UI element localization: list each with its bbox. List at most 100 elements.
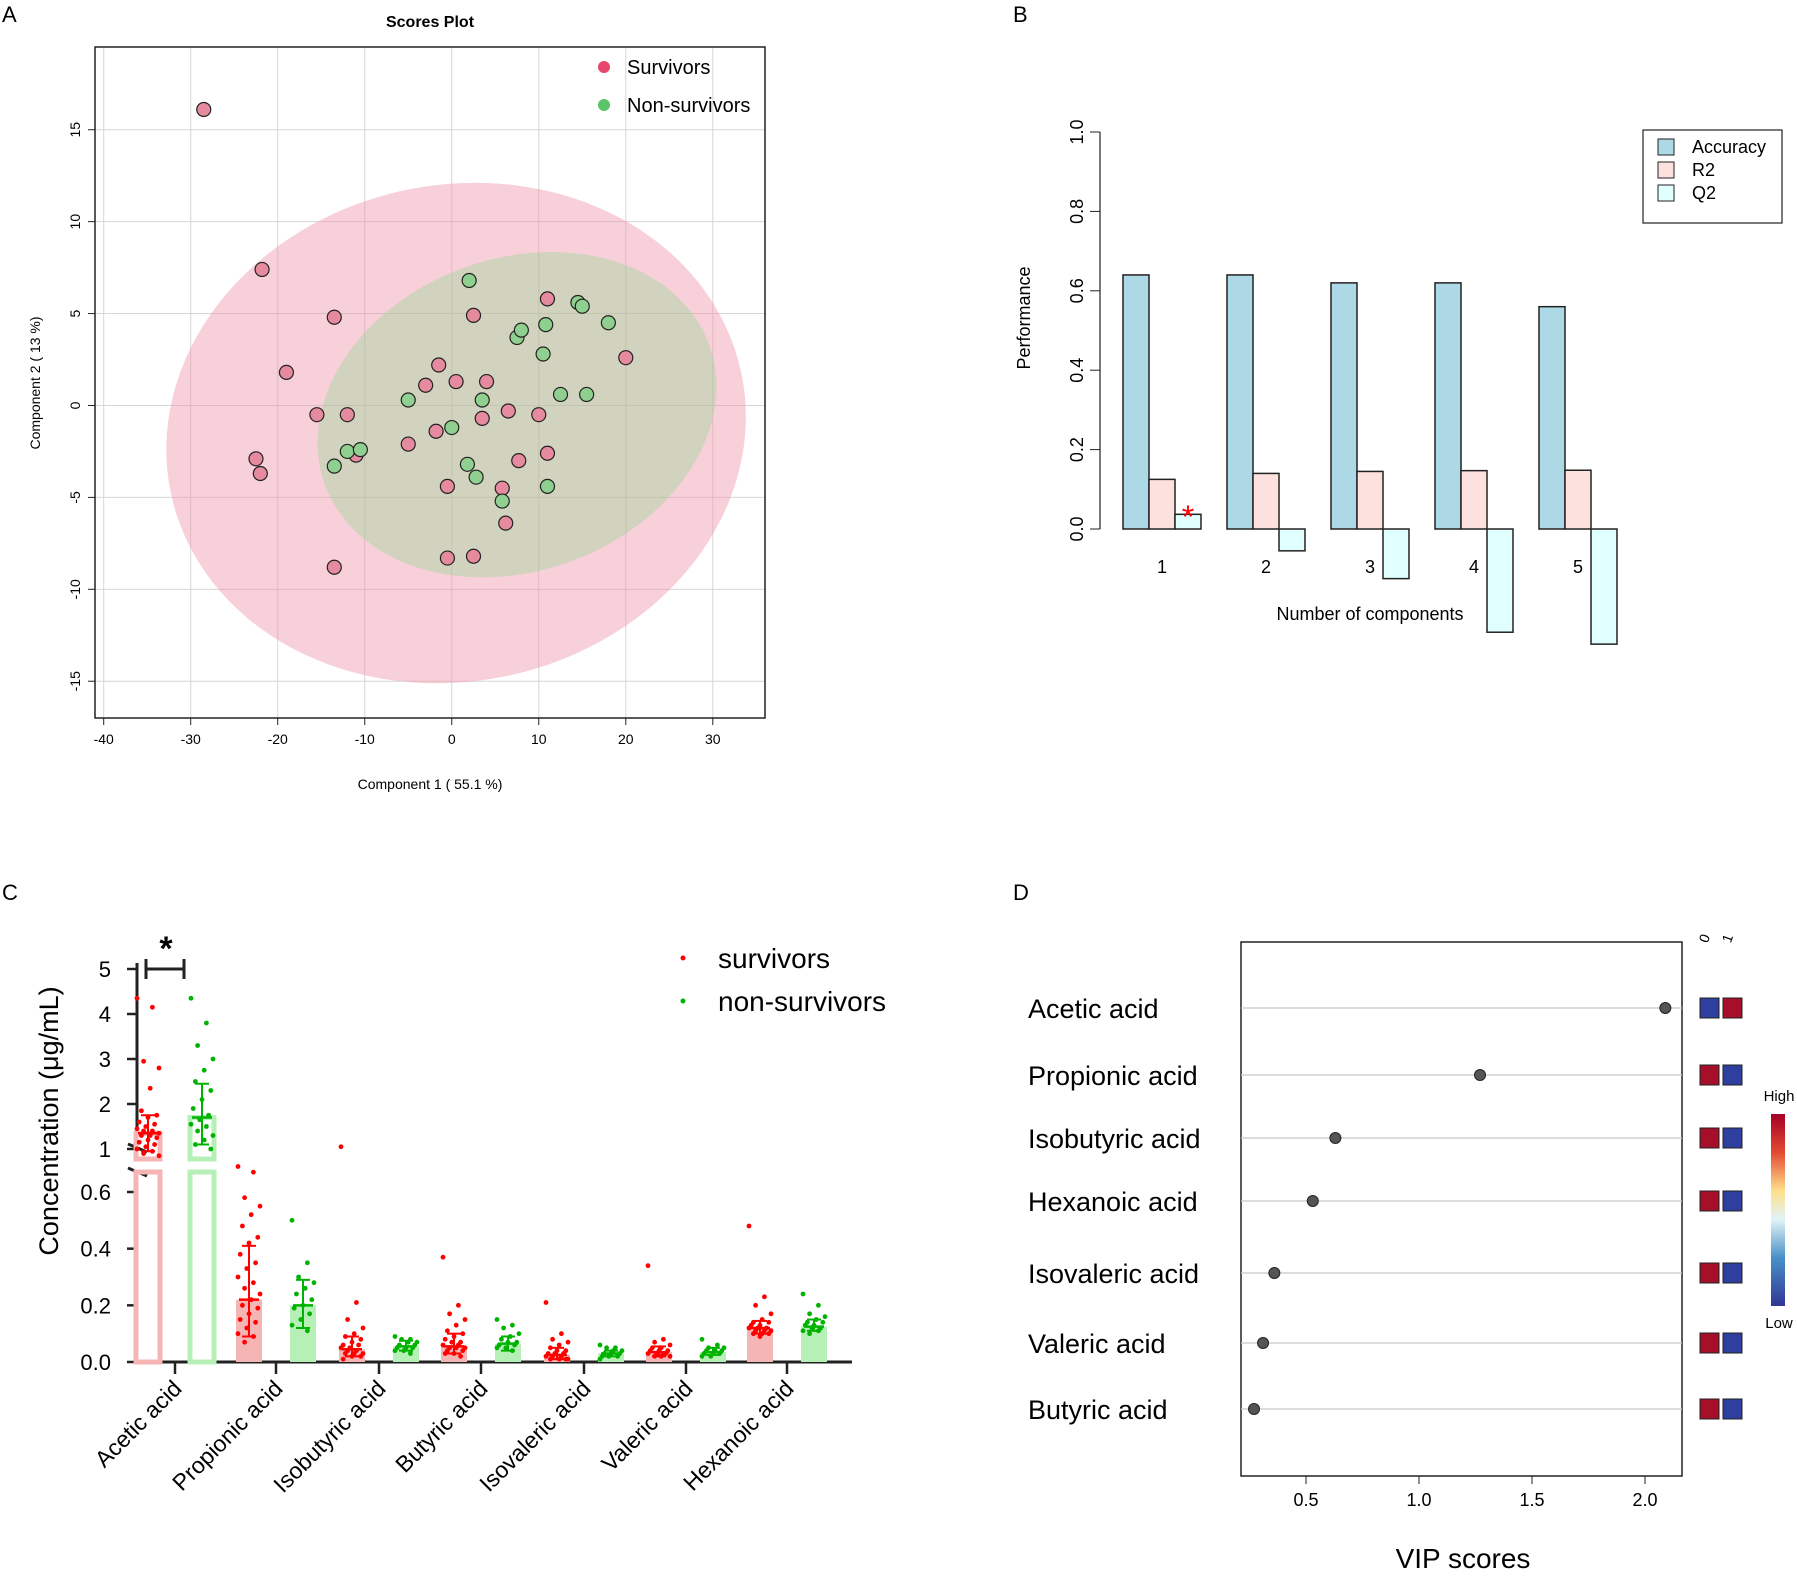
- point-survivors-butyric-acid: [460, 1331, 466, 1337]
- point-non-survivors-3: [352, 442, 368, 458]
- point-survivors-isobutyric-acid: [345, 1317, 350, 1322]
- point-survivors-butyric-acid: [456, 1302, 461, 1308]
- ellipse-non-survivors: [317, 252, 717, 578]
- point-survivors-27: [539, 445, 556, 461]
- heatmap-cell-acetic-acid-1: [1722, 997, 1743, 1019]
- point-survivors-acetic-acid: [141, 1151, 147, 1156]
- point-survivors-butyric-acid: [442, 1336, 448, 1342]
- bar-r2-2: [1252, 472, 1280, 530]
- point-non-survivors-isobutyric-acid: [408, 1351, 413, 1356]
- y-tick-label: 0.6: [1067, 278, 1087, 303]
- row-label-valeric-acid: Valeric acid: [1028, 1329, 1166, 1359]
- bar-q2-1: [1174, 513, 1202, 530]
- point-survivors-valeric-acid: [652, 1339, 657, 1345]
- point-non-survivors-acetic-acid: [195, 1128, 201, 1134]
- y-tick-label: 0.4: [1067, 358, 1087, 383]
- x-tick-label: Acetic acid: [90, 1375, 187, 1472]
- bar-r2-4: [1460, 469, 1488, 530]
- legend-marker-survivors: [680, 955, 686, 961]
- y-tick-label: 0.2: [80, 1293, 111, 1318]
- legend-marker-non-survivors: [680, 998, 686, 1004]
- vip-point-propionic-acid: [1474, 1069, 1487, 1081]
- point-survivors-isobutyric-acid: [338, 1144, 344, 1150]
- y-tick-label: 5: [67, 309, 83, 317]
- bar-non-survivors-isovaleric-acid: [598, 1353, 624, 1362]
- point-non-survivors-butyric-acid: [510, 1322, 515, 1328]
- heatmap-cell-butyric-acid-0: [1699, 1398, 1720, 1420]
- point-non-survivors-propionic-acid: [311, 1280, 317, 1286]
- point-survivors-isobutyric-acid: [360, 1325, 366, 1331]
- point-survivors-isovaleric-acid: [559, 1331, 564, 1337]
- point-non-survivors-propionic-acid: [309, 1297, 315, 1303]
- y-tick-label: 15: [67, 122, 83, 138]
- row-label-butyric-acid: Butyric acid: [1028, 1395, 1168, 1425]
- point-non-survivors-acetic-acid: [190, 1106, 196, 1111]
- y-axis-label: Concentration (μg/mL): [34, 986, 64, 1255]
- panel-label-c: C: [2, 880, 18, 905]
- heatmap-column-label-1: 1: [1718, 932, 1736, 945]
- point-non-survivors-isovaleric-acid: [604, 1345, 609, 1351]
- x-tick-label: Valeric acid: [596, 1375, 697, 1476]
- heatmap-cell-isovaleric-acid-1: [1722, 1262, 1743, 1284]
- point-survivors-isovaleric-acid: [556, 1342, 562, 1348]
- point-survivors-acetic-acid: [141, 1058, 147, 1064]
- legend-swatch-r2: [1657, 161, 1675, 179]
- heatmap-cell-valeric-acid-0: [1699, 1332, 1720, 1354]
- x-tick-label: 2: [1261, 557, 1271, 577]
- bar-accuracy-2: [1226, 274, 1254, 530]
- point-survivors-butyric-acid: [447, 1311, 452, 1317]
- point-non-survivors-hexanoic-acid: [822, 1314, 828, 1320]
- point-non-survivors-14: [539, 478, 556, 494]
- point-survivors-acetic-acid: [152, 1142, 158, 1147]
- point-survivors-hexanoic-acid: [757, 1334, 763, 1339]
- point-non-survivors-butyric-acid: [501, 1325, 506, 1331]
- point-survivors-19: [474, 410, 490, 426]
- point-non-survivors-propionic-acid: [305, 1260, 310, 1266]
- point-survivors-16: [418, 377, 434, 393]
- x-tick-label: -30: [181, 731, 201, 747]
- point-survivors-acetic-acid: [154, 1135, 160, 1141]
- point-non-survivors-isobutyric-acid: [392, 1348, 398, 1354]
- point-survivors-butyric-acid: [445, 1328, 450, 1334]
- heatmap-cell-isovaleric-acid-0: [1699, 1262, 1720, 1284]
- vip-point-hexanoic-acid: [1306, 1195, 1319, 1207]
- bar-non-survivors-hexanoic-acid: [801, 1326, 827, 1362]
- vip-point-isobutyric-acid: [1329, 1132, 1342, 1144]
- point-survivors-propionic-acid: [251, 1280, 256, 1286]
- point-non-survivors-valeric-acid: [715, 1342, 720, 1348]
- point-survivors-hexanoic-acid: [766, 1319, 772, 1325]
- x-tick-label: -10: [355, 731, 375, 747]
- point-non-survivors-acetic-acid: [201, 1067, 207, 1073]
- point-non-survivors-acetic-acid: [193, 1079, 198, 1084]
- point-survivors-propionic-acid: [242, 1339, 248, 1345]
- point-survivors-hexanoic-acid: [768, 1311, 774, 1317]
- point-non-survivors-acetic-acid: [210, 1056, 216, 1062]
- point-survivors-acetic-acid: [156, 1153, 162, 1159]
- y-tick-label: 0.0: [1067, 516, 1087, 541]
- point-survivors-isovaleric-acid: [563, 1356, 569, 1362]
- panel-label-a: A: [2, 2, 17, 27]
- point-non-survivors-propionic-acid: [305, 1328, 310, 1334]
- point-non-survivors-valeric-acid: [699, 1353, 705, 1359]
- bar-r2-1: [1148, 478, 1176, 530]
- point-non-survivors-acetic-acid: [204, 1124, 209, 1129]
- y-tick-label: 0.2: [1067, 437, 1087, 462]
- point-non-survivors-acetic-acid: [208, 1088, 214, 1093]
- point-survivors-23: [498, 515, 514, 531]
- point-non-survivors-hexanoic-acid: [816, 1302, 821, 1308]
- point-survivors-propionic-acid: [255, 1305, 261, 1311]
- point-non-survivors-butyric-acid: [516, 1331, 522, 1337]
- y-tick-label: 5: [99, 957, 111, 982]
- heatmap-cell-valeric-acid-1: [1722, 1332, 1743, 1354]
- panel-c-concentration: 1 2 3 4 5 0.0 0.2 0.4 0.6 Concentration (μg/mL) Ac…: [34, 930, 886, 1497]
- y-tick-label: 2: [99, 1092, 111, 1117]
- point-survivors-valeric-acid: [667, 1353, 673, 1359]
- point-survivors-acetic-acid: [134, 1126, 140, 1132]
- point-survivors-valeric-acid: [667, 1342, 673, 1348]
- point-survivors-0: [196, 101, 212, 118]
- legend-label-r2: R2: [1692, 160, 1715, 180]
- point-survivors-isobutyric-acid: [340, 1356, 346, 1362]
- row-label-acetic-acid: Acetic acid: [1028, 994, 1159, 1024]
- point-survivors-butyric-acid: [462, 1317, 468, 1322]
- legend-label-accuracy: Accuracy: [1692, 137, 1766, 157]
